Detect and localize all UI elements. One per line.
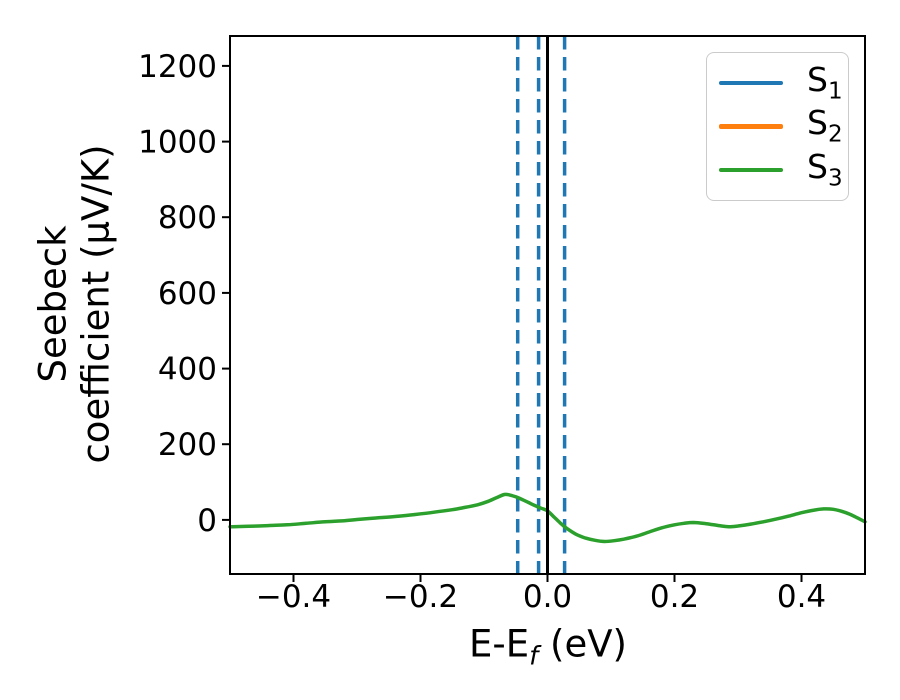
y-axis-label-line1: Seebeck bbox=[31, 225, 75, 383]
legend-line-sample-s2 bbox=[719, 124, 783, 129]
y-tick-label: 1200 bbox=[138, 49, 217, 85]
x-axis-label-units: (eV) bbox=[538, 622, 627, 666]
y-tick-label: 200 bbox=[158, 427, 217, 463]
x-tick-label: 0.0 bbox=[523, 579, 572, 615]
y-axis-label: Seebeck coefficient (μV/K) bbox=[31, 144, 117, 464]
legend-label-s2: S2 bbox=[807, 106, 843, 147]
legend-entry-s1: S1 bbox=[719, 63, 843, 104]
legend-label-s2-sub: 2 bbox=[827, 121, 843, 148]
x-tick-label: 0.4 bbox=[777, 579, 826, 615]
series-curve-s3 bbox=[228, 492, 867, 544]
legend-entry-s3: S3 bbox=[719, 150, 843, 191]
x-axis-label: E-Ef (eV) bbox=[469, 622, 627, 671]
legend-label-s2-base: S bbox=[807, 103, 828, 143]
y-tick-label: 600 bbox=[158, 276, 217, 312]
x-tick-label: 0.2 bbox=[650, 579, 699, 615]
legend: S1 S2 S3 bbox=[706, 52, 849, 201]
legend-entry-s2: S2 bbox=[719, 106, 843, 147]
x-axis-label-subscript: f bbox=[529, 641, 539, 672]
y-tick-label: 1000 bbox=[138, 125, 217, 161]
x-axis-label-main: E-E bbox=[469, 622, 530, 666]
legend-label-s1: S1 bbox=[807, 63, 843, 104]
y-axis-label-line2: coefficient (μV/K) bbox=[74, 144, 117, 464]
x-tick-label: −0.4 bbox=[256, 579, 331, 615]
legend-line-sample-s3 bbox=[719, 167, 783, 173]
legend-label-s1-sub: 1 bbox=[827, 78, 843, 105]
legend-label-s3-sub: 3 bbox=[827, 165, 843, 192]
legend-line-sample-s1 bbox=[719, 80, 783, 86]
legend-label-s3-base: S bbox=[807, 146, 828, 186]
legend-label-s1-base: S bbox=[807, 59, 828, 99]
legend-label-s3: S3 bbox=[807, 150, 843, 191]
x-tick-label: −0.2 bbox=[383, 579, 458, 615]
y-tick-label: 0 bbox=[197, 503, 217, 539]
y-tick-label: 400 bbox=[158, 352, 217, 388]
y-tick-label: 800 bbox=[158, 200, 217, 236]
